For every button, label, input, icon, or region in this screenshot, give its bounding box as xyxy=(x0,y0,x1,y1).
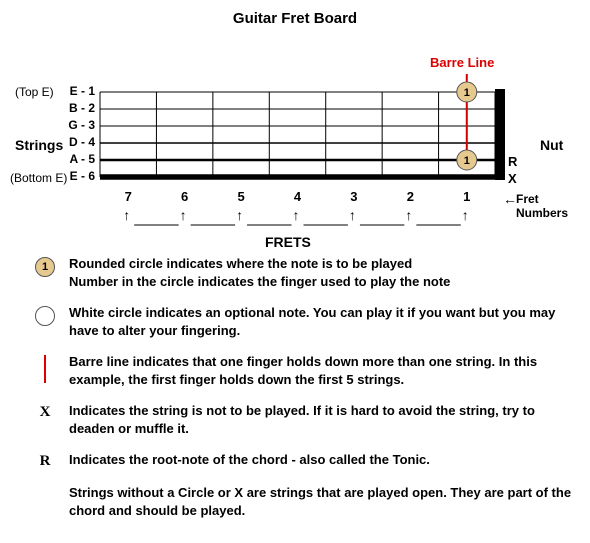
fret-number: 5 xyxy=(231,189,251,204)
fretboard-diagram: 11 Barre Line Strings Nut (Top E) (Botto… xyxy=(10,37,580,247)
filled-circle-icon: 1 xyxy=(35,257,55,277)
legend-row-filled-circle: 1 Rounded circle indicates where the not… xyxy=(25,255,580,290)
svg-text:1: 1 xyxy=(464,87,470,99)
legend-text: White circle indicates an optional note.… xyxy=(65,304,580,339)
fret-number: 1 xyxy=(457,189,477,204)
legend-icon-barre xyxy=(25,353,65,383)
r-icon: R xyxy=(40,453,51,470)
nut-side-label: Nut xyxy=(540,137,563,153)
x-icon: X xyxy=(40,404,51,421)
page-title: Guitar Fret Board xyxy=(10,10,580,27)
r-marker: R xyxy=(508,154,517,169)
arrow-up-icon: ↑ xyxy=(462,207,469,223)
legend: 1 Rounded circle indicates where the not… xyxy=(10,255,580,519)
string-label: B - 2 xyxy=(25,101,95,115)
svg-text:1: 1 xyxy=(464,155,470,167)
arrow-up-icon: ↑ xyxy=(236,207,243,223)
legend-icon-filled-circle: 1 xyxy=(25,255,65,277)
arrow-left-icon: ← xyxy=(503,191,517,207)
string-label: E - 6 xyxy=(25,169,95,183)
legend-row-open-string: Strings without a Circle or X are string… xyxy=(25,484,580,519)
legend-icon-x: X xyxy=(25,402,65,421)
legend-icon-r: R xyxy=(25,451,65,470)
legend-text: Rounded circle indicates where the note … xyxy=(65,255,450,290)
legend-line: Number in the circle indicates the finge… xyxy=(69,274,450,289)
legend-icon-blank xyxy=(25,484,65,486)
x-marker: X xyxy=(508,171,517,186)
string-label: E - 1 xyxy=(25,84,95,98)
arrow-up-icon: ↑ xyxy=(180,207,187,223)
arrow-up-icon: ↑ xyxy=(293,207,300,223)
open-circle-icon xyxy=(35,306,55,326)
barre-line-label: Barre Line xyxy=(430,55,494,70)
legend-row-barre: Barre line indicates that one finger hol… xyxy=(25,353,580,388)
arrow-up-icon: ↑ xyxy=(405,207,412,223)
legend-text: Barre line indicates that one finger hol… xyxy=(65,353,580,388)
arrow-up-icon: ↑ xyxy=(349,207,356,223)
legend-row-open-circle: White circle indicates an optional note.… xyxy=(25,304,580,339)
string-label: G - 3 xyxy=(25,118,95,132)
fret-number: 7 xyxy=(118,189,138,204)
legend-text: Strings without a Circle or X are string… xyxy=(65,484,580,519)
legend-line: Rounded circle indicates where the note … xyxy=(69,256,412,271)
arrow-up-icon: ↑ xyxy=(123,207,130,223)
fret-number: 3 xyxy=(344,189,364,204)
fret-number: 4 xyxy=(288,189,308,204)
fret-number: 2 xyxy=(400,189,420,204)
barre-line-icon xyxy=(44,355,46,383)
legend-icon-open-circle xyxy=(25,304,65,326)
string-label: A - 5 xyxy=(25,152,95,166)
legend-row-r: R Indicates the root-note of the chord -… xyxy=(25,451,580,470)
legend-text: Indicates the string is not to be played… xyxy=(65,402,580,437)
legend-text: Indicates the root-note of the chord - a… xyxy=(65,451,430,469)
fret-number: 6 xyxy=(175,189,195,204)
legend-row-x: X Indicates the string is not to be play… xyxy=(25,402,580,437)
string-label: D - 4 xyxy=(25,135,95,149)
fret-numbers-label: Fret Numbers xyxy=(516,192,580,220)
frets-caption: FRETS xyxy=(265,234,311,250)
